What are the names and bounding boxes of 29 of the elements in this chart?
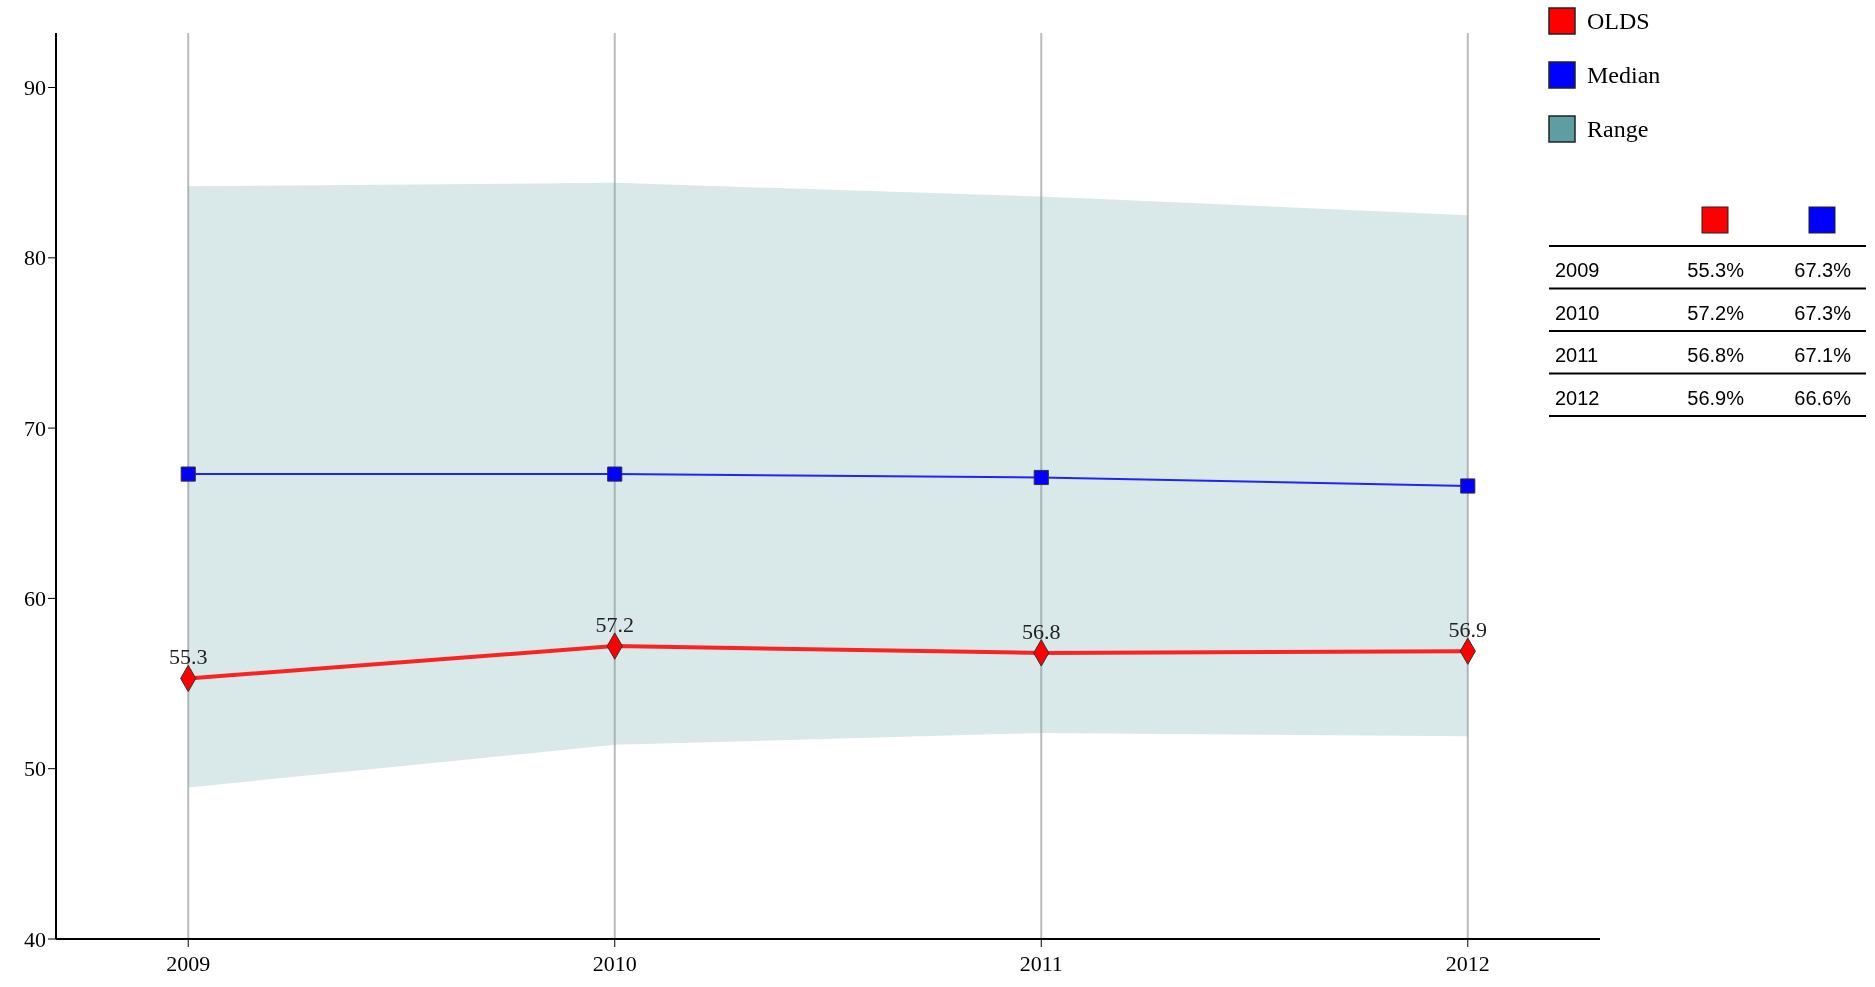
category-label: 2011 <box>1555 344 1599 366</box>
y-tick-label: 90 <box>24 75 46 101</box>
data-label: 55.3 <box>168 644 208 670</box>
data-label: 56.8 <box>1022 618 1061 644</box>
legend-label: Median <box>1587 62 1661 89</box>
y-tick-label: 80 <box>24 245 46 271</box>
y-tick-label: 50 <box>24 756 46 782</box>
text: 56.8% <box>1687 344 1745 366</box>
data-label: 57.2 <box>595 612 634 638</box>
text: 56.9% <box>1687 386 1745 409</box>
y-tick-label: 70 <box>24 415 46 441</box>
data-label: 56.9 <box>1448 617 1488 643</box>
x-tick-label: 2009 <box>166 951 211 976</box>
x-tick-label: 2012 <box>1445 951 1490 976</box>
y-tick-label: 40 <box>24 926 46 952</box>
category-label: 2009 <box>1555 259 1600 281</box>
text: 55.3% <box>1687 259 1745 281</box>
category-label: 2012 <box>1555 386 1600 409</box>
text: 66.6% <box>1794 386 1852 409</box>
x-tick-label: 2010 <box>592 951 637 976</box>
category-label: 2010 <box>1555 301 1600 324</box>
text: 67.3% <box>1794 259 1852 281</box>
y-tick-label: 60 <box>24 586 46 612</box>
text: 67.3% <box>1794 301 1852 324</box>
legend-label: Range <box>1587 116 1649 143</box>
legend-label: OLDS <box>1587 8 1650 35</box>
text: 57.2% <box>1687 301 1745 324</box>
text: 67.1% <box>1794 344 1852 366</box>
x-tick-label: 2011 <box>1019 951 1063 976</box>
